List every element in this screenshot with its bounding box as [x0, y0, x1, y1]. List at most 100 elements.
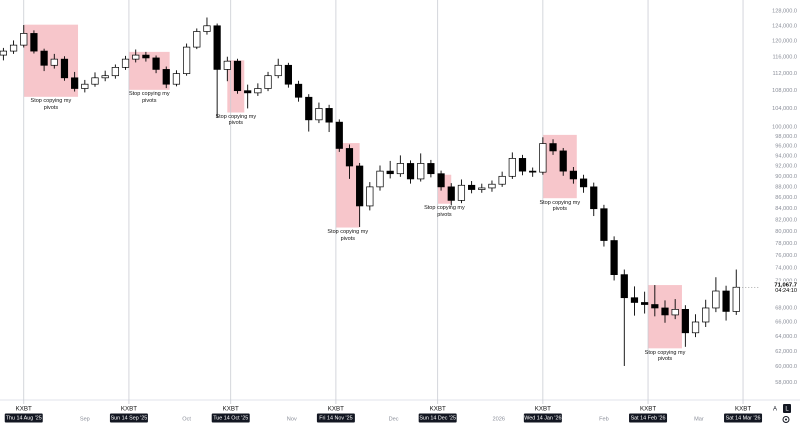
annotation-label: Stop copying my pivots [644, 349, 686, 363]
marker-label: Sat 14 Mar '26 [726, 416, 761, 422]
candle-body [406, 163, 415, 180]
candle-body [681, 309, 689, 334]
y-tick-label: 88,000.0 [775, 184, 797, 190]
marker-label-bg [316, 413, 355, 423]
x-tick-label: 2026 [493, 416, 505, 422]
marker-tag: KXBT [735, 406, 751, 413]
candle-body [356, 165, 364, 207]
candle-body [447, 186, 455, 201]
x-tick-label: Nov [287, 416, 297, 422]
annotation-label: Stop copying my pivots [30, 98, 72, 111]
x-tick-label: Dec [389, 416, 399, 422]
candle-body [498, 175, 506, 185]
y-tick-label: 82,000.0 [775, 218, 797, 224]
candle-body [111, 67, 119, 77]
candle-body [50, 58, 58, 66]
candle-body [478, 187, 486, 190]
button-label[interactable]: L [785, 406, 789, 412]
annotation-label: Stop copying my pivots [215, 113, 257, 127]
button-bg[interactable] [783, 404, 791, 413]
candle-body [274, 64, 282, 77]
candle-body [244, 90, 252, 94]
last-price-tag [761, 281, 800, 295]
candle-body [264, 75, 272, 89]
countdown-label: 04:24:10 [775, 288, 797, 294]
candle-body [468, 184, 476, 190]
y-tick-label: 66,000.0 [775, 319, 797, 325]
marker-tag: KXBT [121, 406, 137, 413]
candle-body [71, 77, 79, 89]
candle-body [569, 170, 577, 180]
marker-label-bg [418, 413, 457, 423]
marker-label: Tue 14 Oct '25 [213, 416, 248, 422]
annotation-label: Stop copying my pivots [327, 229, 369, 242]
x-tick-label: Mar [694, 416, 704, 422]
marker-label-bg [629, 413, 668, 423]
candle-body [702, 307, 710, 323]
candle-body [162, 69, 170, 85]
marker-label-bg [4, 413, 43, 423]
candle-body [417, 163, 425, 180]
marker-label: Thu 14 Aug '25 [6, 416, 42, 422]
button-label[interactable]: A [773, 406, 777, 412]
candle-body [121, 58, 130, 68]
candle-body [722, 290, 730, 312]
y-tick-label: 92,000.0 [775, 163, 797, 169]
marker-label: Sun 14 Dec '25 [419, 416, 456, 422]
marker-label-bg [523, 413, 562, 423]
candle-body [81, 83, 89, 89]
candle-body [610, 240, 618, 275]
settings-icon-center[interactable] [785, 418, 787, 421]
y-tick-label: 100,000.0 [772, 124, 797, 130]
candle-body [233, 60, 242, 92]
candle-body [0, 50, 7, 56]
y-tick-label: 60,000.0 [775, 364, 797, 370]
candle-body [60, 58, 69, 79]
candle-body [437, 173, 445, 188]
candle-body [183, 46, 191, 74]
candle-body [284, 64, 292, 85]
y-tick-label: 80,000.0 [775, 229, 797, 235]
annotation-label: Stop copying my pivots [424, 205, 465, 218]
last-price-label: 71,067.7 [774, 282, 797, 288]
candle-body [600, 208, 608, 241]
marker-tag: KXBT [223, 406, 239, 413]
settings-icon[interactable] [782, 416, 790, 423]
candle-body [539, 143, 547, 173]
candle-body [376, 170, 384, 188]
marker-tag: KXBT [16, 406, 32, 413]
y-tick-label: 84,000.0 [775, 206, 797, 212]
y-tick-label: 90,000.0 [775, 174, 797, 180]
candle-body [529, 170, 537, 173]
button-bg[interactable] [771, 404, 779, 413]
candle-body [101, 75, 109, 79]
y-tick-label: 68,000.0 [775, 305, 797, 311]
y-tick-label: 58,000.0 [775, 380, 797, 386]
candle-body [132, 54, 140, 60]
candle-body [254, 88, 262, 94]
y-tick-label: 64,000.0 [775, 334, 797, 340]
y-tick-label: 78,000.0 [775, 241, 797, 247]
annotation-box [335, 143, 360, 228]
candle-body [203, 25, 211, 32]
marker-tag: KXBT [535, 406, 551, 413]
candle-body [152, 57, 160, 70]
candle-body [366, 186, 374, 207]
candle-body [315, 108, 323, 121]
candle-body [661, 307, 669, 316]
candle-body [630, 297, 639, 303]
candle-body [9, 44, 18, 52]
candle-body [641, 302, 649, 305]
y-tick-label: 116,000.0 [773, 55, 797, 61]
y-tick-label: 76,000.0 [775, 253, 797, 259]
candle-body [651, 304, 659, 309]
candle-body [305, 96, 313, 121]
y-tick-label: 86,000.0 [775, 195, 797, 201]
marker-tag: KXBT [430, 406, 446, 413]
candle-body [427, 163, 435, 175]
candle-body [20, 33, 28, 46]
candle-body [590, 186, 598, 210]
marker-label: Sun 14 Sep '25 [111, 416, 148, 422]
candle-body [691, 321, 700, 334]
